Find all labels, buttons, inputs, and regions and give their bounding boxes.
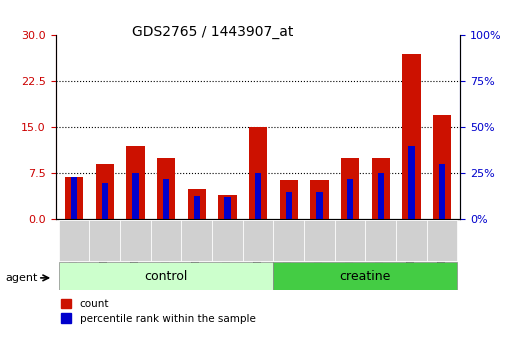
Bar	[224, 198, 230, 219]
FancyBboxPatch shape	[59, 262, 273, 290]
Text: creatine: creatine	[339, 270, 390, 282]
Bar	[377, 173, 383, 219]
Text: GDS2765 / 1443907_at: GDS2765 / 1443907_at	[132, 25, 292, 39]
FancyBboxPatch shape	[365, 220, 395, 261]
Bar	[255, 173, 261, 219]
FancyBboxPatch shape	[242, 220, 273, 261]
Bar	[340, 158, 359, 219]
Bar	[102, 183, 108, 219]
FancyBboxPatch shape	[395, 220, 426, 261]
Bar	[187, 189, 206, 219]
Bar	[408, 146, 414, 219]
Bar	[157, 158, 175, 219]
Bar	[65, 177, 83, 219]
FancyBboxPatch shape	[273, 220, 304, 261]
Bar	[218, 195, 236, 219]
Bar	[432, 115, 450, 219]
Bar	[371, 158, 389, 219]
Bar	[132, 173, 138, 219]
FancyBboxPatch shape	[89, 220, 120, 261]
Bar	[193, 195, 199, 219]
Bar	[438, 164, 444, 219]
Bar	[401, 54, 420, 219]
FancyBboxPatch shape	[334, 220, 365, 261]
Text: agent: agent	[5, 273, 37, 283]
Bar	[285, 192, 291, 219]
Bar	[279, 179, 297, 219]
FancyBboxPatch shape	[150, 220, 181, 261]
Bar	[346, 179, 352, 219]
Bar	[316, 192, 322, 219]
FancyBboxPatch shape	[59, 220, 89, 261]
Bar	[95, 164, 114, 219]
Bar	[310, 179, 328, 219]
FancyBboxPatch shape	[304, 220, 334, 261]
FancyBboxPatch shape	[212, 220, 242, 261]
Legend: count, percentile rank within the sample: count, percentile rank within the sample	[61, 299, 255, 324]
FancyBboxPatch shape	[120, 220, 150, 261]
FancyBboxPatch shape	[426, 220, 457, 261]
Bar	[126, 146, 144, 219]
Bar	[71, 177, 77, 219]
FancyBboxPatch shape	[181, 220, 212, 261]
Bar	[163, 179, 169, 219]
Bar	[248, 127, 267, 219]
Text: control: control	[144, 270, 187, 282]
FancyBboxPatch shape	[273, 262, 457, 290]
